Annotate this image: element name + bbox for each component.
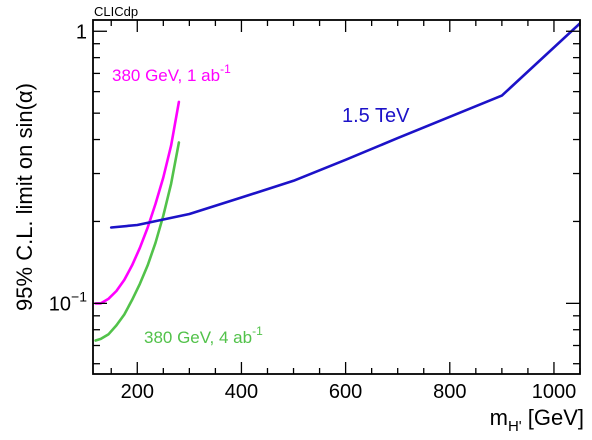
- series-line-2: [94, 141, 181, 342]
- plot-frame: [92, 19, 581, 375]
- x-tick-label: 200: [121, 381, 154, 403]
- tick-labels: 200 400 600 800 1000 1 10−1: [49, 21, 576, 403]
- series-labels: 380 GeV, 1 ab-1 380 GeV, 4 ab-1 1.5 TeV: [112, 62, 410, 347]
- y-tick-label: 1: [76, 21, 87, 43]
- y-tick-label: 10−1: [49, 288, 87, 315]
- series-line-1: [94, 100, 181, 305]
- x-tick-label: 400: [225, 381, 258, 403]
- plot-lines: [94, 22, 580, 342]
- series-label-3: 1.5 TeV: [342, 105, 410, 127]
- series-line-3: [109, 22, 580, 229]
- x-tick-label: 1000: [532, 381, 577, 403]
- axis-ticks: [93, 20, 581, 374]
- x-axis-title: mH' [GeV]: [490, 405, 584, 435]
- x-tick-label: 600: [329, 381, 362, 403]
- y-axis-title: 95% C.L. limit on sin(α): [12, 83, 37, 311]
- chart-tag: CLICdp: [94, 4, 138, 19]
- series-label-1: 380 GeV, 1 ab-1: [112, 62, 231, 85]
- series-label-2: 380 GeV, 4 ab-1: [144, 324, 263, 347]
- x-tick-label: 800: [433, 381, 466, 403]
